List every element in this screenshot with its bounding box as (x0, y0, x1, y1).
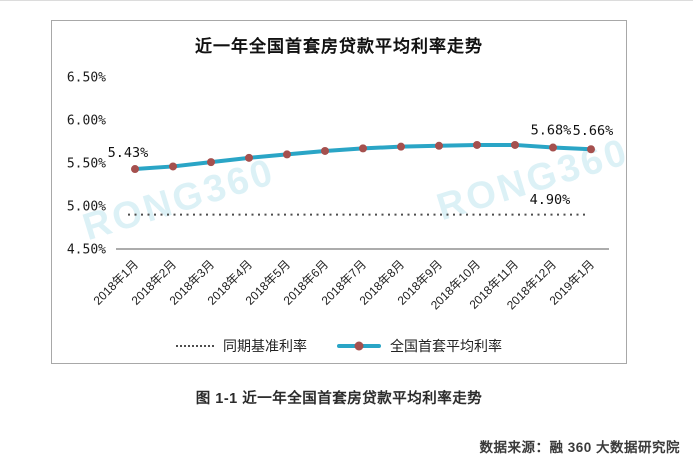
chart-panel: RONG360 RONG360 6.50% 6.00% 5.50% 5.00% 4.50… (51, 20, 634, 364)
legend-item-average-rate: 全国首套平均利率 (337, 336, 502, 356)
dotted-line-swatch (176, 345, 214, 347)
legend-item-benchmark: 同期基准利率 (176, 336, 307, 356)
data-point-marker (587, 145, 595, 154)
data-point-marker (207, 158, 215, 167)
data-point-marker (435, 141, 443, 150)
point-value-label: 5.68% (531, 123, 572, 139)
line-chart-svg: 6.50%6.00%5.50%5.00%4.50%2018年1月2018年2月2… (67, 71, 614, 313)
y-tick-label: 4.50% (67, 243, 106, 258)
data-point-marker (549, 143, 557, 152)
y-tick-label: 6.00% (67, 114, 106, 129)
chart-legend: 同期基准利率 全国首套平均利率 (52, 336, 626, 356)
point-value-label: 5.66% (573, 123, 614, 139)
y-tick-label: 5.00% (67, 200, 106, 215)
y-tick-label: 5.50% (67, 157, 106, 172)
data-point-marker (245, 153, 253, 162)
data-point-marker (169, 162, 177, 171)
legend-label-average-rate: 全国首套平均利率 (390, 338, 502, 354)
y-tick-label: 6.50% (67, 71, 106, 86)
data-point-marker (321, 146, 329, 155)
legend-label-benchmark: 同期基准利率 (223, 338, 307, 354)
data-point-marker (511, 140, 519, 149)
data-point-marker (359, 144, 367, 153)
data-point-marker (473, 140, 481, 149)
benchmark-value-label: 4.90% (530, 192, 571, 208)
chart-title: 近一年全国首套房贷款平均利率走势 (195, 37, 483, 56)
data-point-marker (397, 142, 405, 151)
line-marker-swatch (337, 341, 381, 351)
figure-caption: 图 1-1 近一年全国首套房贷款平均利率走势 (195, 391, 483, 407)
data-point-marker (131, 165, 139, 174)
data-point-marker (283, 150, 291, 159)
data-source-note: 数据来源：融 360 大数据研究院 (479, 440, 680, 455)
point-value-label: 5.43% (108, 145, 149, 161)
marker-dot-icon (354, 341, 364, 351)
